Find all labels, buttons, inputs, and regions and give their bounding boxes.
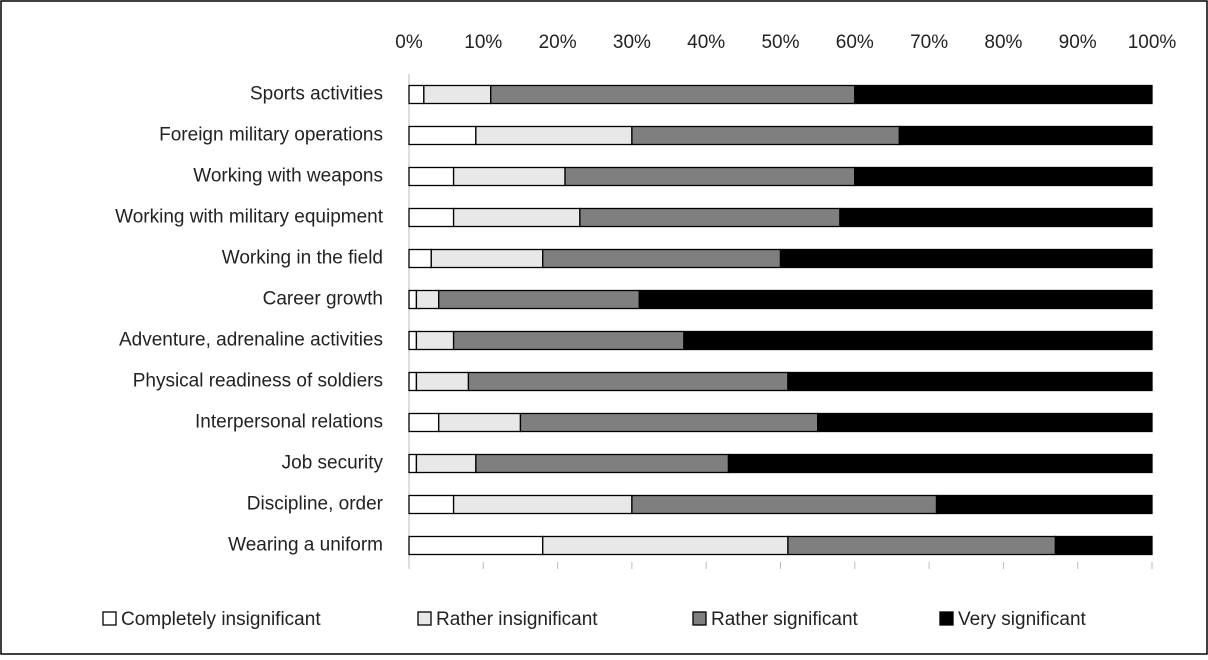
y-tick-label: Sports activities (250, 84, 383, 105)
legend-swatch (692, 611, 707, 626)
bar-segment (542, 535, 789, 556)
bar-segment (854, 84, 1153, 105)
x-tick-label: 100% (1128, 32, 1177, 53)
legend-swatch (417, 611, 432, 626)
bar-segment (475, 125, 633, 146)
y-tick-label: Physical readiness of soldiers (133, 371, 383, 392)
legend-label: Completely insignificant (121, 609, 321, 630)
bar-segment (817, 412, 1153, 433)
bar-segment (579, 207, 841, 228)
bar-segment (408, 453, 418, 474)
x-tick-label: 90% (1059, 32, 1097, 53)
bar-segment (452, 330, 685, 351)
bar-segment (839, 207, 1153, 228)
y-tick-label: Adventure, adrenaline activities (119, 330, 383, 351)
y-tick-label: Working with military equipment (115, 207, 384, 228)
bar-segment (452, 207, 581, 228)
legend-swatch (939, 611, 954, 626)
bar-segment (935, 494, 1153, 515)
bar-segment (408, 289, 418, 310)
legend-swatch (102, 611, 117, 626)
y-tick-label: Working with weapons (193, 166, 383, 187)
bar-segment (408, 248, 432, 269)
bar-segment (519, 412, 819, 433)
bar-segment (408, 207, 455, 228)
bar-segment (438, 289, 640, 310)
bar-segment (475, 453, 730, 474)
x-tick-label: 40% (687, 32, 725, 53)
bar-segment (408, 412, 440, 433)
bar-segment (631, 125, 901, 146)
bar-segment (854, 166, 1153, 187)
bar-segment (415, 289, 440, 310)
bar-segment (542, 248, 782, 269)
bar-segment (408, 371, 418, 392)
bar-segment (452, 494, 633, 515)
bar-segment (408, 494, 455, 515)
y-tick-label: Interpersonal relations (195, 412, 383, 433)
bar-segment (467, 371, 789, 392)
bar-segment (564, 166, 856, 187)
x-tick-label: 80% (984, 32, 1022, 53)
bar-segment (898, 125, 1153, 146)
bar-segment (415, 371, 470, 392)
x-tick-label: 0% (395, 32, 423, 53)
legend-label: Very significant (958, 609, 1087, 630)
bar-segment (787, 371, 1153, 392)
bar-segment (683, 330, 1153, 351)
bar-segment (423, 84, 492, 105)
x-tick-label: 10% (464, 32, 502, 53)
x-tick-label: 50% (761, 32, 799, 53)
y-tick-label: Working in the field (222, 248, 383, 269)
bar-segment (415, 453, 477, 474)
bar-segment (408, 125, 477, 146)
x-tick-label: 70% (910, 32, 948, 53)
y-tick-label: Foreign military operations (159, 125, 383, 146)
bar-segment (631, 494, 938, 515)
x-tick-label: 60% (836, 32, 874, 53)
y-tick-label: Wearing a uniform (228, 535, 383, 556)
bar-segment (727, 453, 1153, 474)
bar-segment (408, 84, 425, 105)
y-tick-label: Discipline, order (247, 494, 384, 515)
bar-segment (1054, 535, 1153, 556)
x-tick-label: 20% (539, 32, 577, 53)
bar-segment (430, 248, 544, 269)
bar-segment (408, 330, 418, 351)
y-tick-label: Job security (282, 453, 384, 474)
bar-segment (779, 248, 1153, 269)
bar-segment (638, 289, 1153, 310)
x-tick-label: 30% (613, 32, 651, 53)
bar-segment (490, 84, 856, 105)
bar-segment (438, 412, 522, 433)
bar-segment (408, 535, 544, 556)
bar-segment (452, 166, 566, 187)
bar-segment (787, 535, 1057, 556)
legend-label: Rather insignificant (436, 609, 598, 630)
bar-segment (408, 166, 455, 187)
bar-segment (415, 330, 455, 351)
y-tick-label: Career growth (263, 289, 383, 310)
legend-label: Rather significant (711, 609, 859, 630)
